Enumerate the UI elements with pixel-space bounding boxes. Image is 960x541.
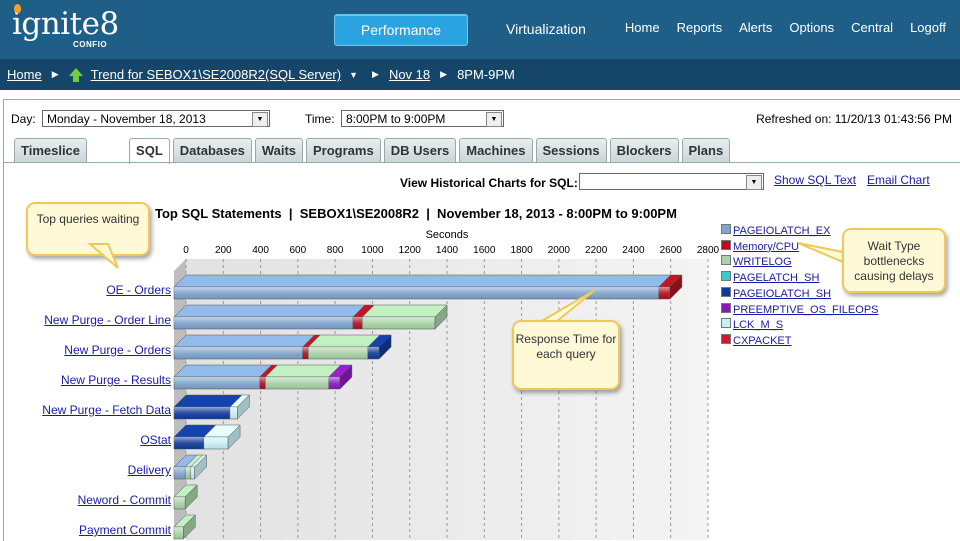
legend-item[interactable]: Memory/CPU [721,239,800,253]
flame-icon [14,4,21,13]
callout-top-queries: Top queries waiting [26,202,150,256]
tab-timeslice[interactable]: Timeslice [14,138,88,163]
legend-item[interactable]: LCK_M_S [721,318,783,331]
tab-waits[interactable]: Waits [254,138,304,163]
content-panel [3,99,960,541]
chevron-right-icon: ▶ [440,69,448,79]
query-link[interactable]: New Purge - Orders [64,343,171,357]
breadcrumb-hour: 8PM-9PM [457,67,515,82]
chevron-down-icon[interactable]: ▼ [349,69,359,80]
breadcrumb: Home ▶ Trend for SEBOX1\SE2008R2(SQL Ser… [0,59,960,90]
legend-label: Memory/CPU [733,240,800,253]
nav-alerts-link[interactable]: Alerts [739,20,773,35]
tab-databases[interactable]: Databases [172,138,252,163]
legend-swatch [721,239,731,250]
legend-label: PREEMPTIVE_OS_FILEOPS [733,303,879,316]
show-sql-text-link[interactable]: Show SQL Text [774,173,857,187]
tab-programs[interactable]: Programs [306,138,381,163]
legend-label: PAGELATCH_SH [733,272,820,285]
logo-subtitle: CONFIO [73,40,108,49]
up-arrow-icon[interactable] [68,67,83,82]
chevron-right-icon: ▶ [372,69,379,79]
ignite8-logo[interactable]: ignite8 CONFIO [12,4,119,49]
legend-swatch [721,255,731,266]
query-link[interactable]: OE - Orders [106,283,171,297]
tab-machines[interactable]: Machines [459,138,533,163]
nav-central-link[interactable]: Central [851,20,894,35]
virtualization-button[interactable]: Virtualization [506,21,586,37]
query-link[interactable]: New Purge - Order Line [44,313,171,327]
callout-wait-type: Wait Type bottlenecks causing delays [842,228,946,293]
chevron-right-icon: ▶ [51,69,59,79]
time-label: Time: [305,112,335,126]
legend-label: PAGEIOLATCH_SH [733,287,832,300]
day-select[interactable]: Monday - November 18, 2013 ▼ [42,110,270,127]
legend-swatch [721,286,731,297]
legend-item[interactable]: PAGEIOLATCH_SH [721,286,832,300]
tab-bar: Timeslice SQL Databases Waits Programs D… [14,138,731,164]
nav-logoff-link[interactable]: Logoff [910,20,946,35]
callout-wait-type-text: Wait Type bottlenecks causing delays [854,239,934,283]
historical-label: View Historical Charts for SQL: [400,176,578,190]
refreshed-timestamp: Refreshed on: 11/20/13 01:43:56 PM [756,112,952,126]
nav-options-link[interactable]: Options [789,20,835,35]
callout-response-time: Response Time for each query [512,320,620,390]
dropdown-arrow-icon[interactable]: ▼ [486,112,502,127]
legend-item[interactable]: PREEMPTIVE_OS_FILEOPS [721,302,879,316]
dropdown-arrow-icon[interactable]: ▼ [252,112,268,127]
nav-reports-link[interactable]: Reports [676,20,723,35]
breadcrumb-date[interactable]: Nov 18 [388,67,431,82]
breadcrumb-home[interactable]: Home [7,67,42,82]
email-chart-link[interactable]: Email Chart [867,173,930,187]
tab-sessions[interactable]: Sessions [535,138,607,163]
callout-top-queries-text: Top queries waiting [36,212,140,226]
legend-label: PAGEIOLATCH_EX [733,225,831,237]
query-link[interactable]: New Purge - Fetch Data [42,403,171,417]
tab-sql[interactable]: SQL [129,138,170,164]
legend-item[interactable]: PAGELATCH_SH [721,271,819,284]
legend-swatch [721,302,731,313]
breadcrumb-trend[interactable]: Trend for SEBOX1\SE2008R2(SQL Server) [90,67,342,82]
time-select[interactable]: 8:00PM to 9:00PM ▼ [341,110,504,127]
tab-db-users[interactable]: DB Users [383,138,457,163]
top-links: Home Reports Alerts Options Central Logo… [625,20,946,35]
legend-swatch [721,318,731,329]
legend-label: WRITELOG [733,256,792,269]
query-link[interactable]: Delivery [127,463,171,477]
tab-plans[interactable]: Plans [681,138,731,163]
legend-item[interactable]: CXPACKET [721,333,792,347]
performance-button[interactable]: Performance [334,14,468,46]
chart-title: Top SQL Statements | SEBOX1\SE2008R2 | N… [155,206,677,221]
legend-swatch [721,333,731,344]
nav-home-link[interactable]: Home [624,20,660,35]
dropdown-arrow-icon[interactable]: ▼ [746,175,762,190]
day-select-value: Monday - November 18, 2013 [47,112,206,126]
tab-blockers[interactable]: Blockers [609,138,679,163]
day-label: Day: [11,112,36,126]
top-navigation-bar: ignite8 CONFIO Performance Virtualizatio… [0,0,960,59]
callout-response-text: Response Time for each query [515,332,617,361]
query-link[interactable]: OStat [140,433,171,447]
tab-divider [4,162,960,163]
legend-label: LCK_M_S [733,319,784,332]
historical-sql-select[interactable]: ▼ [579,173,764,190]
legend-item[interactable]: PAGEIOLATCH_EX [721,224,830,237]
query-link[interactable]: Payment Commit [78,523,171,537]
time-select-value: 8:00PM to 9:00PM [346,112,446,126]
legend-swatch [721,224,731,234]
logo-wordmark: ignite8 [12,6,119,42]
legend-item[interactable]: WRITELOG [721,255,792,268]
query-link[interactable]: Neword - Commit [77,493,171,507]
legend-swatch [721,271,731,282]
legend-label: CXPACKET [733,334,792,347]
query-link[interactable]: New Purge - Results [60,373,171,387]
